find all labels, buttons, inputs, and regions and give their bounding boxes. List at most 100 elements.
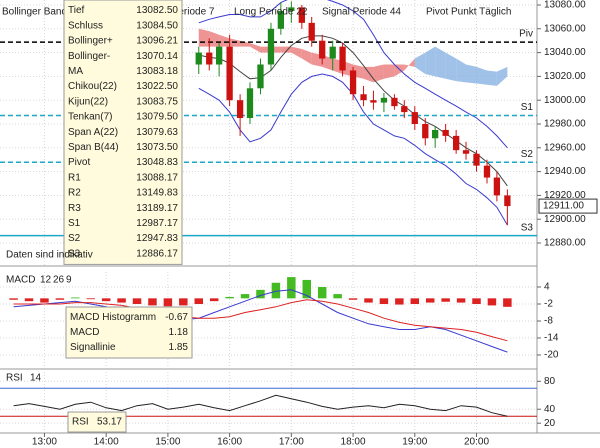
histogram-bar: [209, 298, 219, 302]
info-label: S3: [68, 248, 81, 259]
panel-title: MACD: [6, 275, 35, 286]
candle-body: [380, 97, 388, 103]
cloud-segment: [456, 58, 467, 83]
cloud-segment: [445, 52, 457, 82]
histogram-bar: [487, 298, 497, 306]
candle-body: [267, 28, 275, 65]
histogram-bar: [472, 298, 481, 304]
histogram-bar: [40, 298, 49, 303]
candle-body: [462, 150, 470, 154]
cloud-segment: [425, 46, 436, 77]
info-label: S2: [68, 233, 81, 244]
info-label: MA: [68, 66, 83, 77]
cloud-segment: [466, 64, 477, 84]
info-box: [65, 306, 193, 359]
info-label: Bollinger+: [68, 36, 113, 47]
x-tick-label: 20:00: [464, 437, 489, 448]
y-tick-label: 12880.00: [544, 238, 586, 249]
info-label: Schluss: [68, 20, 103, 31]
info-value: 53.17: [97, 417, 122, 428]
info-value: 13079.50: [136, 112, 178, 123]
info-value: 13084.50: [136, 20, 178, 31]
x-tick-label: 18:00: [341, 437, 366, 448]
histogram-bar: [317, 287, 327, 299]
info-value: 1.85: [169, 342, 189, 353]
candle-body: [401, 106, 408, 113]
indicator-label: Pivot Punkt Täglich: [426, 7, 511, 18]
panel-param: 26: [53, 275, 65, 286]
histogram-bar: [194, 298, 203, 304]
candle-body: [504, 195, 511, 207]
info-label: Span B(44): [68, 142, 119, 153]
disclaimer: Daten sind indikativ: [6, 250, 93, 261]
cloud-segment: [301, 49, 312, 65]
panel-param: 14: [30, 373, 42, 384]
x-tick-label: 17:00: [279, 437, 304, 448]
candle-body: [483, 165, 491, 178]
info-label: R1: [68, 172, 81, 183]
last-price-label: 12911.00: [543, 201, 584, 212]
histogram-bar: [348, 298, 358, 300]
candle-body: [442, 129, 449, 136]
cloud-segment: [383, 64, 395, 79]
info-label: R3: [68, 203, 81, 214]
rsi-line: [13, 394, 508, 417]
cloud-segment: [322, 54, 333, 71]
level-label: S1: [521, 102, 534, 113]
info-value: 13082.50: [136, 5, 178, 16]
y-tick-label: -20: [544, 350, 559, 361]
y-tick-label: 13080.00: [544, 0, 586, 11]
info-box: [63, 0, 183, 265]
candle-body: [257, 64, 264, 89]
info-label: MACD: [70, 327, 99, 338]
panel-param: 9: [66, 275, 72, 286]
indicator-label: Long Periode 22: [234, 7, 308, 18]
candle-body: [277, 10, 284, 29]
info-label: Tief: [68, 5, 85, 16]
candle-body: [288, 7, 295, 11]
candle-body: [319, 40, 326, 59]
info-label: Bollinger-: [68, 51, 110, 62]
x-tick-label: 16:00: [217, 437, 242, 448]
cloud-segment: [476, 66, 488, 85]
info-value: 1.18: [169, 327, 189, 338]
histogram-bar: [256, 289, 265, 299]
info-label: Pivot: [68, 157, 90, 168]
histogram-bar: [163, 298, 173, 307]
candle-body: [246, 88, 254, 119]
cloud-segment: [198, 28, 210, 47]
info-box: [67, 411, 127, 433]
histogram-bar: [364, 298, 373, 303]
cloud-segment: [496, 66, 508, 86]
histogram-bar: [240, 294, 250, 299]
y-tick-label: 80: [544, 376, 556, 387]
panel-title: RSI: [6, 373, 23, 384]
candle-body: [339, 46, 346, 71]
x-tick-label: 15:00: [155, 437, 180, 448]
candle-body: [452, 135, 460, 151]
candle-body: [206, 52, 213, 65]
y-tick-label: 13060.00: [544, 23, 586, 34]
level-label: S2: [521, 149, 534, 160]
histogram-bar: [71, 297, 80, 299]
info-value: 13096.21: [136, 36, 178, 47]
info-value: 12987.17: [136, 218, 178, 229]
macd-line: [13, 289, 508, 353]
cloud-segment: [487, 70, 497, 86]
info-value: 12886.17: [136, 248, 178, 259]
indicator-label: Bollinger Band 20 2.00: [2, 7, 104, 18]
info-label: MACD Histogramm: [70, 312, 156, 323]
candle-body: [473, 153, 480, 166]
histogram-bar: [179, 298, 188, 306]
info-value: 13048.83: [136, 157, 178, 168]
candle-body: [329, 46, 336, 59]
candle-body: [349, 70, 357, 95]
histogram-bar: [101, 298, 111, 302]
info-label: Span A(22): [68, 127, 118, 138]
histogram-bar: [225, 296, 234, 299]
info-value: 13189.17: [136, 203, 178, 214]
histogram-bar: [425, 298, 435, 303]
histogram-bar: [86, 298, 95, 300]
cloud-segment: [249, 43, 261, 53]
info-label: R2: [68, 188, 81, 199]
